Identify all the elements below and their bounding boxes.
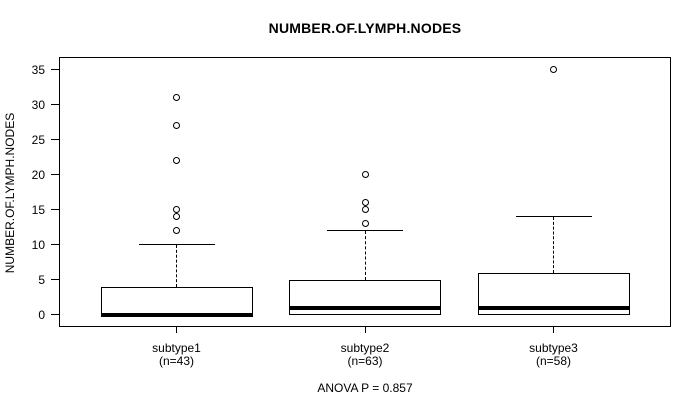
y-axis-tick-label: 25	[31, 132, 45, 147]
outlier-point	[361, 199, 369, 206]
whisker-cap	[515, 216, 592, 217]
outlier-point	[173, 227, 180, 234]
whisker-line	[553, 216, 554, 273]
anova-p-annotation: ANOVA P = 0.857	[317, 381, 413, 395]
outlier-point	[173, 206, 180, 213]
y-axis-tick	[51, 209, 59, 210]
x-axis-group-label: subtype2	[340, 341, 390, 355]
outlier-point	[173, 94, 180, 101]
y-axis-tick-label: 30	[31, 97, 45, 112]
outlier-point	[361, 206, 369, 213]
y-axis-tick-label: 20	[31, 167, 45, 182]
y-axis-tick-label: 35	[31, 62, 45, 77]
y-axis-tick	[51, 69, 59, 70]
y-axis-tick	[51, 104, 59, 105]
x-axis-n-label: (n=63)	[347, 354, 383, 368]
x-axis-tick	[176, 327, 177, 333]
median-line	[477, 305, 630, 310]
y-axis-tick-label: 0	[38, 307, 45, 322]
median-line	[100, 312, 253, 317]
whisker-cap	[327, 230, 403, 231]
y-axis-tick-label: 5	[38, 272, 45, 287]
y-axis-tick-label: 10	[31, 237, 45, 252]
outlier-point	[173, 213, 180, 220]
y-axis-tick	[51, 174, 59, 175]
x-axis-tick	[553, 327, 554, 333]
x-axis-group-label: subtype3	[529, 341, 578, 355]
outlier-point	[173, 157, 180, 164]
x-axis-group-label: subtype1	[152, 341, 201, 355]
y-axis-tick	[51, 244, 59, 245]
whisker-line	[176, 244, 177, 287]
x-axis-n-label: (n=43)	[158, 354, 195, 368]
y-axis-tick	[51, 139, 59, 140]
x-axis-tick	[364, 327, 366, 333]
median-line	[289, 305, 441, 310]
outlier-point	[550, 66, 557, 73]
whisker-cap	[138, 244, 215, 245]
box-rect	[100, 286, 253, 315]
outlier-point	[361, 220, 369, 227]
outlier-point	[173, 122, 180, 129]
outlier-point	[361, 171, 369, 178]
x-axis-n-label: (n=58)	[535, 354, 572, 368]
y-axis-tick	[51, 314, 59, 315]
whisker-line	[364, 230, 366, 280]
y-axis-tick-label: 15	[31, 202, 45, 217]
chart-title: NUMBER.OF.LYMPH.NODES	[268, 20, 462, 36]
y-axis-tick	[51, 279, 59, 280]
